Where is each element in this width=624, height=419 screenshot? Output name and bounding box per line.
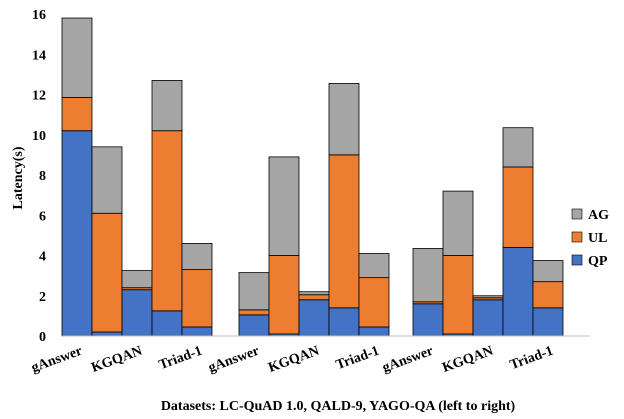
bar-segment-ul bbox=[268, 255, 300, 335]
bar-segment-qp bbox=[358, 326, 390, 337]
bar-segment-ag bbox=[442, 190, 474, 256]
legend-label-ul: UL bbox=[588, 231, 607, 246]
x-category-label: KGQAN bbox=[267, 344, 322, 376]
bar-segment-ag bbox=[358, 253, 390, 279]
bar-segment-ul bbox=[91, 212, 123, 333]
bar-segment-ul bbox=[358, 277, 390, 328]
x-category-label: Triad-1 bbox=[157, 344, 204, 373]
x-category-label: Triad-1 bbox=[508, 344, 555, 373]
bar-segment-ul bbox=[238, 309, 270, 316]
bars bbox=[61, 17, 564, 337]
bar-segment-qp bbox=[151, 310, 183, 337]
bar-segment-ul bbox=[298, 294, 330, 301]
x-axis-title: Datasets: LC-QuAD 1.0, QALD-9, YAGO-QA (… bbox=[161, 399, 516, 414]
bar-segment-qp bbox=[61, 130, 93, 337]
bar-segment-qp bbox=[472, 299, 504, 337]
bar-segment-ag bbox=[412, 248, 444, 303]
y-tick-label: 16 bbox=[32, 8, 46, 23]
y-tick-label: 14 bbox=[32, 48, 46, 63]
bar-segment-qp bbox=[412, 303, 444, 337]
bar-segment-qp bbox=[181, 326, 213, 337]
bar-segment-qp bbox=[502, 247, 534, 337]
bar-segment-ag bbox=[151, 80, 183, 132]
bar-segment-ul bbox=[181, 269, 213, 328]
bar-segment-ul bbox=[328, 154, 360, 309]
bar-segment-ag bbox=[91, 146, 123, 214]
bar-segment-qp bbox=[238, 314, 270, 337]
x-category-label: gAnswer bbox=[381, 344, 436, 376]
legend-label-qp: QP bbox=[588, 254, 608, 269]
legend: AG UL QP bbox=[571, 208, 609, 269]
y-tick-label: 0 bbox=[39, 330, 46, 345]
bar-segment-ag bbox=[121, 270, 153, 289]
y-tick-label: 2 bbox=[39, 290, 46, 305]
bar-segment-ag bbox=[61, 17, 93, 98]
bar-segment-ul bbox=[61, 97, 93, 132]
x-axis-category-labels: gAnswer KGQAN Triad-1 gAnswer KGQAN Triad-1 gA… bbox=[30, 344, 556, 376]
legend-swatch-qp bbox=[571, 254, 583, 266]
bar-segment-ag bbox=[238, 272, 270, 311]
bar-segment-ag bbox=[472, 295, 504, 299]
x-category-label: gAnswer bbox=[30, 344, 85, 376]
x-category-label: Triad-1 bbox=[334, 344, 381, 373]
bar-segment-qp bbox=[91, 331, 123, 337]
x-category-label: gAnswer bbox=[207, 344, 262, 376]
x-category-label: KGQAN bbox=[90, 344, 145, 376]
bar-segment-ul bbox=[151, 130, 183, 312]
bar-segment-ag bbox=[181, 243, 213, 270]
legend-swatch-ag bbox=[571, 208, 583, 220]
y-axis-title: Latency(s) bbox=[11, 146, 26, 209]
bar-segment-ag bbox=[268, 156, 300, 256]
bar-segment-qp bbox=[328, 307, 360, 337]
y-tick-label: 8 bbox=[39, 169, 46, 184]
bar-segment-qp bbox=[298, 299, 330, 337]
legend-label-ag: AG bbox=[588, 208, 609, 223]
bar-segment-qp bbox=[532, 307, 564, 337]
bar-segment-ag bbox=[298, 291, 330, 296]
legend-swatch-ul bbox=[571, 231, 583, 243]
y-tick-label: 4 bbox=[39, 250, 46, 265]
y-tick-label: 6 bbox=[39, 209, 46, 224]
bar-segment-qp bbox=[121, 289, 153, 337]
y-tick-label: 10 bbox=[32, 129, 46, 144]
bar-segment-ul bbox=[502, 166, 534, 248]
x-category-label: KGQAN bbox=[441, 344, 496, 376]
bar-segment-ag bbox=[502, 127, 534, 168]
bar-segment-ul bbox=[532, 281, 564, 309]
bar-segment-ag bbox=[328, 83, 360, 156]
bar-segment-ul bbox=[442, 255, 474, 335]
bar-segment-ag bbox=[532, 260, 564, 283]
y-tick-label: 12 bbox=[32, 89, 46, 104]
y-axis-ticks: 0 2 4 6 8 10 12 14 16 bbox=[32, 8, 46, 345]
